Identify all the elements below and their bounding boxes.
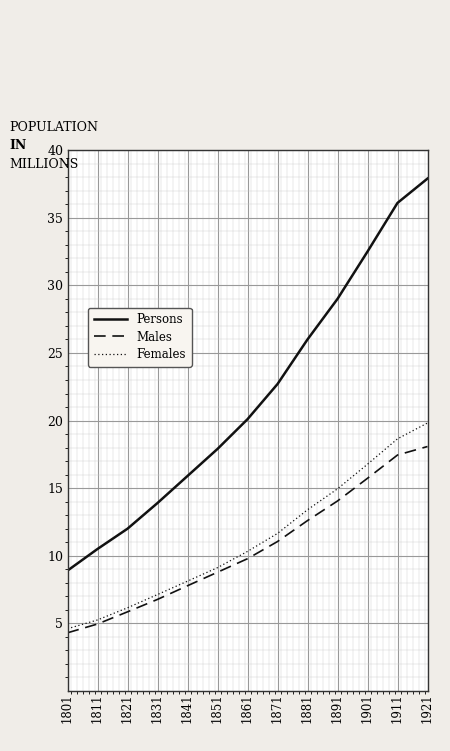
Males xyxy=(335,496,340,505)
Persons xyxy=(365,247,370,256)
Females xyxy=(305,505,310,514)
Males xyxy=(65,629,70,638)
Females xyxy=(425,418,430,427)
Females xyxy=(275,529,280,538)
Females xyxy=(335,484,340,493)
Males xyxy=(185,581,190,590)
Persons xyxy=(305,335,310,344)
Persons xyxy=(425,174,430,183)
Males xyxy=(155,595,160,604)
Males xyxy=(365,474,370,483)
Males xyxy=(95,620,100,629)
Males xyxy=(425,442,430,451)
Persons xyxy=(215,445,220,454)
Persons xyxy=(335,294,340,303)
Persons xyxy=(275,379,280,388)
Males xyxy=(215,568,220,577)
Males xyxy=(125,608,130,617)
Females xyxy=(395,434,400,443)
Line: Females: Females xyxy=(68,423,427,629)
Males xyxy=(395,451,400,460)
Females xyxy=(365,460,370,469)
Males xyxy=(275,537,280,546)
Females xyxy=(65,624,70,633)
Persons xyxy=(185,472,190,481)
Text: POPULATION: POPULATION xyxy=(9,121,98,134)
Legend: Persons, Males, Females: Persons, Males, Females xyxy=(88,307,192,366)
Females xyxy=(155,590,160,599)
Text: IN: IN xyxy=(9,140,26,152)
Line: Persons: Persons xyxy=(68,179,427,571)
Females xyxy=(95,616,100,625)
Persons xyxy=(395,198,400,207)
Females xyxy=(215,563,220,572)
Females xyxy=(185,577,190,586)
Text: MILLIONS: MILLIONS xyxy=(9,158,78,171)
Persons xyxy=(95,544,100,553)
Males xyxy=(245,554,250,563)
Females xyxy=(125,603,130,612)
Persons xyxy=(155,499,160,508)
Persons xyxy=(125,524,130,533)
Females xyxy=(245,547,250,556)
Persons xyxy=(65,566,70,575)
Line: Males: Males xyxy=(68,447,427,633)
Males xyxy=(305,516,310,525)
Persons xyxy=(245,415,250,424)
